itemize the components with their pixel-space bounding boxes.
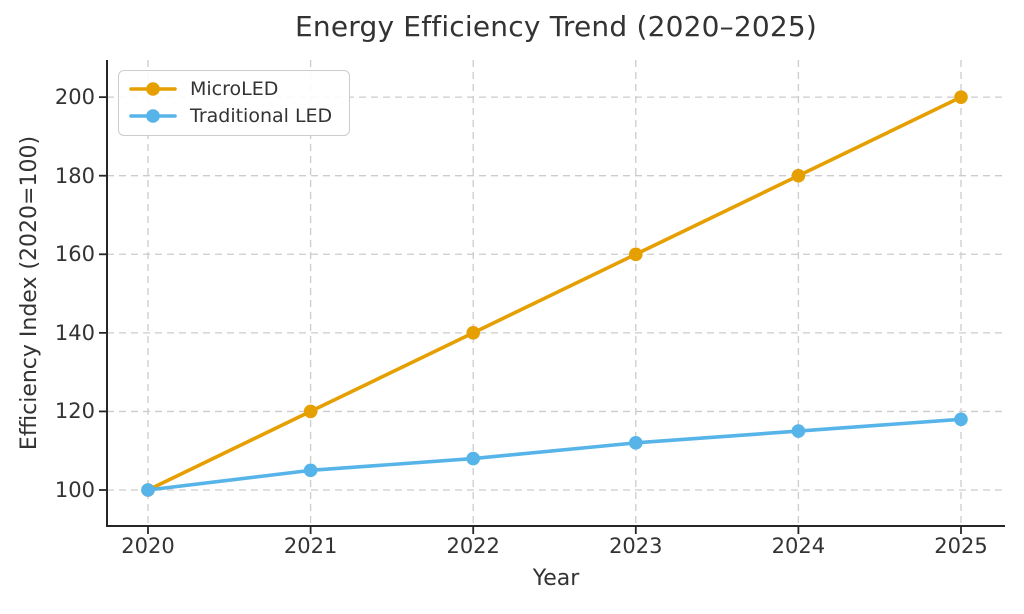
data-point-traditional-led-2025 xyxy=(954,412,968,427)
legend-label-microled: MicroLED xyxy=(190,78,279,100)
y-tick-label-200: 200 xyxy=(54,85,95,110)
legend-item-microled: MicroLED xyxy=(129,78,332,100)
x-tick-label-2023: 2023 xyxy=(609,534,663,558)
x-tick-label-2021: 2021 xyxy=(283,534,338,558)
chart-title: Energy Efficiency Trend (2020–2025) xyxy=(294,10,818,43)
data-point-traditional-led-2022 xyxy=(466,451,481,466)
data-point-microled-2025 xyxy=(954,90,968,104)
data-point-traditional-led-2020 xyxy=(141,483,155,497)
legend-item-traditional-led: Traditional LED xyxy=(129,105,332,127)
data-point-traditional-led-2021 xyxy=(303,463,318,478)
data-point-microled-2021 xyxy=(303,404,318,419)
x-tick-label-2022: 2022 xyxy=(446,534,500,558)
y-tick-label-140: 140 xyxy=(54,320,95,345)
y-tick-label-180: 180 xyxy=(54,163,95,188)
data-point-microled-2023 xyxy=(629,247,643,262)
data-point-microled-2022 xyxy=(466,326,481,340)
legend-line-marker-icon xyxy=(129,109,177,123)
series-line-microled xyxy=(146,95,963,492)
y-tick-label-100: 100 xyxy=(54,478,95,502)
legend-label-traditional-led: Traditional LED xyxy=(190,105,333,127)
x-tick-label-2020: 2020 xyxy=(121,534,175,558)
legend: MicroLED Traditional LED xyxy=(118,70,351,136)
y-tick-label-160: 160 xyxy=(54,242,95,267)
x-tick-label-2025: 2025 xyxy=(934,534,988,558)
data-point-microled-2024 xyxy=(791,168,806,183)
data-point-traditional-led-2024 xyxy=(791,424,806,438)
series-line-traditional-led xyxy=(146,417,963,492)
legend-sample-marker xyxy=(146,82,160,96)
y-tick-label-120: 120 xyxy=(54,399,95,424)
legend-line-marker-icon xyxy=(129,82,177,96)
data-point-traditional-led-2023 xyxy=(629,436,643,450)
x-axis-label: Year xyxy=(532,566,580,591)
x-tick-label-2024: 2024 xyxy=(771,534,826,558)
legend-sample-marker xyxy=(146,109,160,123)
